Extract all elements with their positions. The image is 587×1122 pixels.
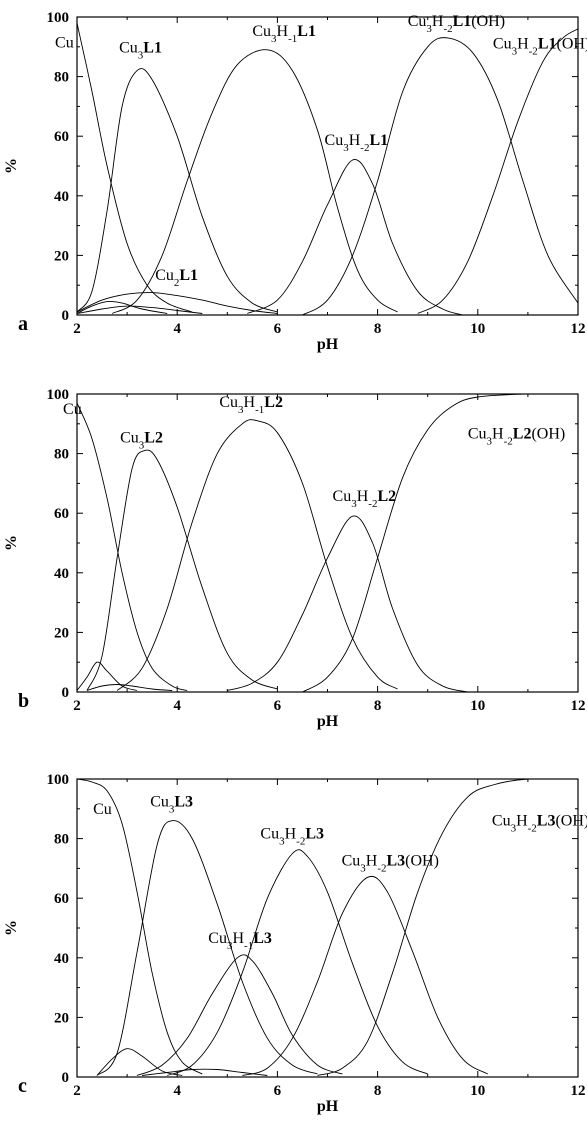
x-tick-label: 2 bbox=[73, 1083, 81, 1099]
series-curve-5 bbox=[242, 876, 489, 1076]
x-tick-label: 2 bbox=[73, 698, 81, 714]
series-curve-1 bbox=[77, 402, 188, 691]
x-tick-label: 8 bbox=[374, 1083, 382, 1099]
x-tick-label: 4 bbox=[173, 1083, 181, 1099]
x-tick-label: 12 bbox=[571, 698, 586, 714]
x-tick-label: 6 bbox=[274, 1083, 282, 1099]
species-label: Cu3H-1L1 bbox=[252, 23, 316, 45]
x-tick-label: 4 bbox=[173, 321, 181, 337]
x-tick-label: 8 bbox=[374, 698, 382, 714]
x-axis-title: pH bbox=[317, 1098, 339, 1115]
panel-a: 2 4 6 8 10 12 0 20 40 60 80 100 pH% a Cu Cu3L1 Cu3H-1L1 C… bbox=[3, 10, 587, 353]
y-tick-label: 0 bbox=[62, 685, 70, 701]
y-tick-label: 0 bbox=[62, 1070, 70, 1086]
x-tick-label: 10 bbox=[470, 321, 485, 337]
x-tick-label: 10 bbox=[470, 698, 485, 714]
y-tick-label: 60 bbox=[54, 129, 69, 145]
series-curve-4 bbox=[111, 49, 398, 314]
y-tick-label: 20 bbox=[54, 625, 69, 641]
series-curve-3 bbox=[77, 292, 278, 314]
series-curve-7 bbox=[96, 1048, 183, 1076]
series-curve-1 bbox=[77, 779, 203, 1075]
x-tick-label: 8 bbox=[374, 321, 382, 337]
y-tick-label: 100 bbox=[47, 772, 70, 788]
panel-b: 2 4 6 8 10 12 0 20 40 60 80 100 pH% b Cu Cu3L2 Cu3H-1L2 C… bbox=[3, 387, 586, 730]
series-curve-1 bbox=[77, 22, 193, 313]
y-tick-label: 80 bbox=[54, 832, 69, 848]
series-curve-5 bbox=[247, 159, 463, 315]
species-label: Cu3H-2L2 bbox=[333, 488, 397, 510]
y-axis-title: % bbox=[3, 535, 20, 551]
series-curve-3 bbox=[116, 419, 398, 691]
series-curve-2 bbox=[86, 449, 278, 691]
species-label: Cu3H-2L1(OH) bbox=[408, 13, 505, 35]
species-label: Cu3H-2L2(OH) bbox=[468, 426, 565, 448]
species-label: Cu3H-2L3 bbox=[260, 826, 324, 848]
y-tick-label: 100 bbox=[47, 10, 70, 26]
panel-letter: b bbox=[18, 690, 29, 712]
x-tick-label: 2 bbox=[73, 321, 81, 337]
species-label: Cu3H-2L3(OH)2 bbox=[492, 813, 587, 835]
series-curve-2 bbox=[77, 68, 278, 313]
x-tick-label: 6 bbox=[274, 321, 282, 337]
y-axis-title: % bbox=[3, 158, 20, 174]
y-tick-label: 80 bbox=[54, 70, 69, 86]
panel-c: 2 4 6 8 10 12 0 20 40 60 80 100 pH% c Cu Cu3L3 Cu3H-2L3 C… bbox=[3, 772, 587, 1115]
species-label: Cu3H-1L3 bbox=[208, 930, 272, 952]
species-label: Cu3H-1L2 bbox=[219, 394, 283, 416]
y-tick-label: 60 bbox=[54, 891, 69, 907]
series-curve-6 bbox=[317, 779, 578, 1076]
species-label: Cu bbox=[93, 801, 112, 818]
series-curve-9 bbox=[77, 305, 203, 314]
panel-letter: c bbox=[18, 1075, 27, 1097]
y-tick-label: 100 bbox=[47, 387, 70, 403]
species-label: Cu3H-2L1 bbox=[325, 132, 389, 154]
y-tick-label: 80 bbox=[54, 447, 69, 463]
y-tick-label: 40 bbox=[54, 189, 69, 205]
series-curve-4 bbox=[167, 849, 428, 1076]
species-label: Cu bbox=[55, 35, 74, 52]
x-tick-label: 12 bbox=[571, 321, 586, 337]
species-label: Cu2L1 bbox=[155, 267, 198, 289]
x-axis-title: pH bbox=[317, 713, 339, 730]
y-tick-label: 20 bbox=[54, 1010, 69, 1026]
species-label: Cu3L3 bbox=[150, 794, 193, 816]
panel-letter: a bbox=[18, 313, 28, 335]
series-curve-5 bbox=[302, 394, 578, 692]
series-curve-7 bbox=[417, 28, 578, 314]
y-axis-title: % bbox=[3, 920, 20, 936]
series-curve-8 bbox=[77, 300, 168, 314]
series-curve-4 bbox=[227, 515, 468, 692]
x-tick-label: 12 bbox=[571, 1083, 586, 1099]
series-curve-3 bbox=[136, 954, 343, 1076]
species-label: Cu3H-2L1(OH)2 bbox=[493, 36, 587, 58]
y-tick-label: 40 bbox=[54, 566, 69, 582]
y-tick-label: 60 bbox=[54, 506, 69, 522]
x-tick-label: 10 bbox=[470, 1083, 485, 1099]
y-tick-label: 40 bbox=[54, 951, 69, 967]
series-curve-7 bbox=[86, 684, 173, 691]
species-label: Cu3H-2L3(OH) bbox=[342, 852, 439, 874]
series-curve-6 bbox=[302, 37, 578, 315]
species-label: Cu3L2 bbox=[120, 430, 163, 452]
species-label: Cu bbox=[63, 401, 82, 418]
series-curve-2 bbox=[96, 820, 318, 1076]
series-curve-8 bbox=[142, 1068, 268, 1076]
y-tick-label: 0 bbox=[62, 308, 70, 324]
series-curve-6 bbox=[77, 661, 138, 691]
x-tick-label: 4 bbox=[173, 698, 181, 714]
species-label: Cu3L1 bbox=[119, 40, 162, 62]
x-axis-title: pH bbox=[317, 336, 339, 353]
x-tick-label: 6 bbox=[274, 698, 282, 714]
y-tick-label: 20 bbox=[54, 248, 69, 264]
